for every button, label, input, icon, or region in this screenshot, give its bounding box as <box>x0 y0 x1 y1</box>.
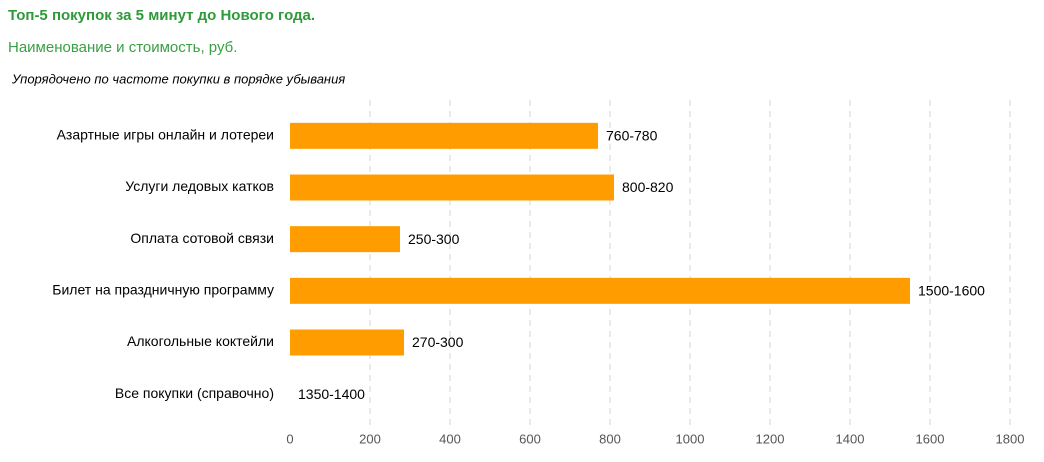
x-tick-label: 1200 <box>756 431 785 446</box>
bar <box>290 277 910 304</box>
y-tick-label: Азартные игры онлайн и лотереи <box>57 127 274 143</box>
x-tick-label: 0 <box>286 431 293 446</box>
bar <box>290 226 400 253</box>
chart-note: Упорядочено по частоте покупки в порядке… <box>11 71 345 86</box>
value-label: 1500-1600 <box>918 283 985 299</box>
x-tick-label: 600 <box>519 431 541 446</box>
y-tick-label: Билет на праздничную программу <box>52 282 274 298</box>
y-tick-label: Услуги ледовых катков <box>125 178 274 194</box>
value-label: 800-820 <box>622 179 674 195</box>
x-tick-label: 1600 <box>916 431 945 446</box>
x-tick-label: 1800 <box>996 431 1025 446</box>
y-tick-label: Все покупки (справочно) <box>115 385 274 401</box>
x-tick-label: 1400 <box>836 431 865 446</box>
value-label: 760-780 <box>606 128 658 144</box>
chart-title: Топ-5 покупок за 5 минут до Нового года. <box>8 7 315 24</box>
x-tick-label: 200 <box>359 431 381 446</box>
x-tick-label: 800 <box>599 431 621 446</box>
value-label: 1350-1400 <box>298 386 365 402</box>
bar <box>290 329 404 356</box>
bar <box>290 122 598 149</box>
x-tick-label: 400 <box>439 431 461 446</box>
y-tick-label: Алкогольные коктейли <box>127 333 274 349</box>
chart-subtitle: Наименование и стоимость, руб. <box>8 39 237 56</box>
x-tick-label: 1000 <box>676 431 705 446</box>
value-label: 250-300 <box>408 231 460 247</box>
y-tick-label: Оплата сотовой связи <box>130 230 274 246</box>
bar <box>290 174 614 201</box>
value-label: 270-300 <box>412 334 464 350</box>
